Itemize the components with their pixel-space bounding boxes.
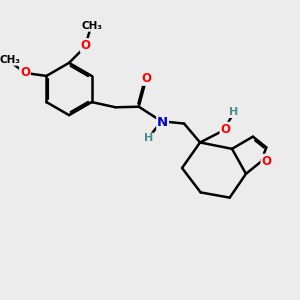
Text: O: O <box>20 66 30 79</box>
Text: O: O <box>141 72 151 85</box>
Text: H: H <box>144 134 153 143</box>
Text: O: O <box>261 154 271 167</box>
Text: O: O <box>81 39 91 52</box>
Text: N: N <box>157 116 168 129</box>
Text: H: H <box>229 107 239 117</box>
Text: CH₃: CH₃ <box>0 55 20 65</box>
Text: O: O <box>220 123 230 136</box>
Text: CH₃: CH₃ <box>81 21 102 31</box>
